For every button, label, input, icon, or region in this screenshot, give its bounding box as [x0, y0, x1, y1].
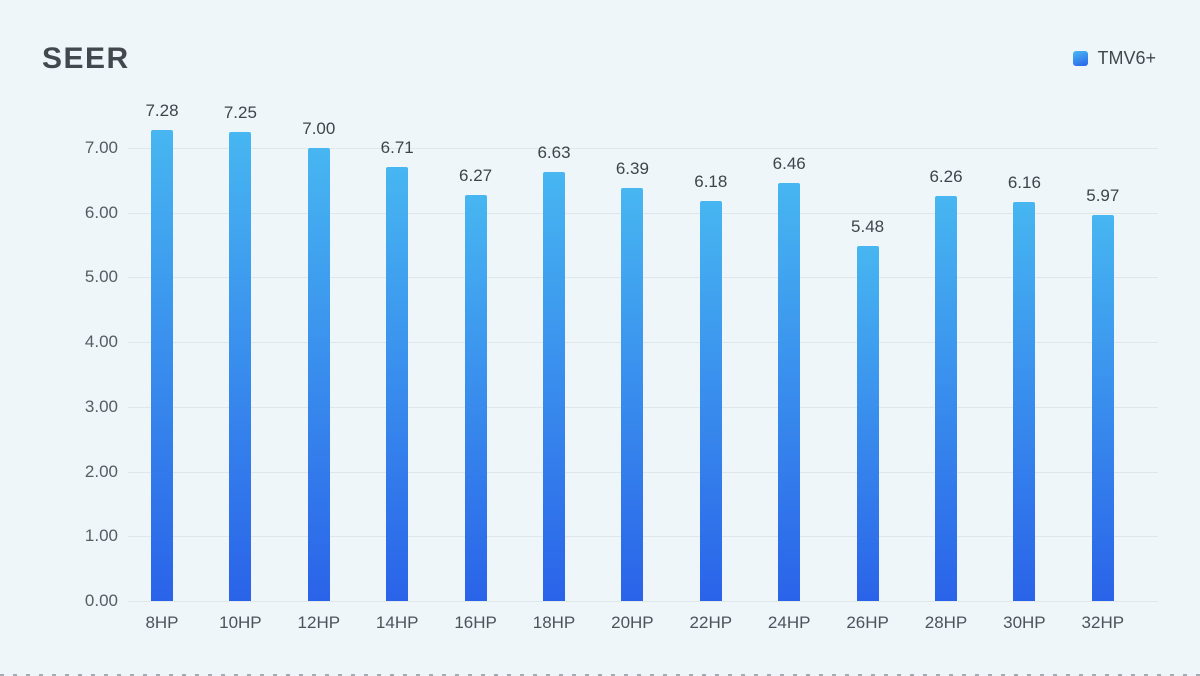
x-tick-label: 20HP: [611, 613, 654, 632]
bar: [856, 246, 879, 601]
y-tick-label: 5.00: [84, 267, 118, 287]
bar: [1013, 202, 1036, 601]
bar: [386, 166, 409, 601]
bottom-dashed-border: [0, 674, 1200, 676]
x-tick-label: 16HP: [454, 613, 497, 632]
x-tick-label: 18HP: [532, 613, 576, 632]
bar-value-label: 6.16: [1007, 173, 1041, 193]
bar: [464, 195, 487, 601]
gridline: [128, 601, 1158, 602]
legend: TMV6+: [1073, 48, 1156, 69]
y-tick-label: 1.00: [84, 526, 118, 546]
bar: [307, 148, 330, 601]
y-tick-label: 0.00: [84, 591, 118, 610]
x-tick-label: 10HP: [219, 613, 262, 632]
y-tick-label: 4.00: [84, 332, 118, 352]
bar-value-label: 6.71: [380, 137, 414, 157]
y-tick-label: 7.00: [84, 138, 118, 158]
bar-value-label: 6.46: [772, 153, 806, 173]
x-tick-label: 14HP: [375, 613, 419, 632]
bar-value-label: 5.48: [851, 217, 885, 237]
bar-value-label: 7.25: [223, 102, 257, 122]
x-tick-label: 12HP: [297, 613, 341, 632]
x-tick-label: 8HP: [145, 613, 179, 632]
legend-label: TMV6+: [1097, 48, 1156, 68]
chart-title: SEER: [42, 42, 130, 75]
bar: [151, 129, 173, 601]
bar: [1091, 214, 1114, 601]
bar-value-label: 6.27: [459, 166, 493, 186]
x-tick-label: 24HP: [767, 613, 811, 632]
bar: [699, 201, 722, 601]
y-tick-label: 6.00: [84, 202, 118, 222]
legend-swatch-icon: [1073, 51, 1089, 66]
bar-value-label: 6.39: [615, 158, 649, 178]
y-tick-label: 3.00: [84, 396, 118, 416]
bar-value-label: 7.00: [302, 119, 336, 139]
x-tick-label: 26HP: [846, 613, 889, 632]
bar: [778, 182, 801, 601]
bar-value-label: 6.63: [537, 142, 571, 162]
gridline: [128, 148, 1158, 150]
bar: [229, 131, 252, 601]
bar-value-label: 7.28: [145, 100, 179, 120]
bar-value-label: 6.18: [694, 172, 728, 192]
bar-value-label: 5.97: [1086, 185, 1120, 205]
y-tick-label: 2.00: [84, 461, 118, 481]
bar: [621, 187, 644, 601]
x-tick-label: 32HP: [1081, 613, 1125, 632]
bar-value-label: 6.26: [929, 166, 963, 186]
bar: [543, 171, 565, 601]
x-tick-label: 22HP: [689, 613, 733, 632]
bar: [935, 195, 957, 601]
x-tick-label: 30HP: [1003, 613, 1046, 632]
x-tick-label: 28HP: [924, 613, 968, 632]
